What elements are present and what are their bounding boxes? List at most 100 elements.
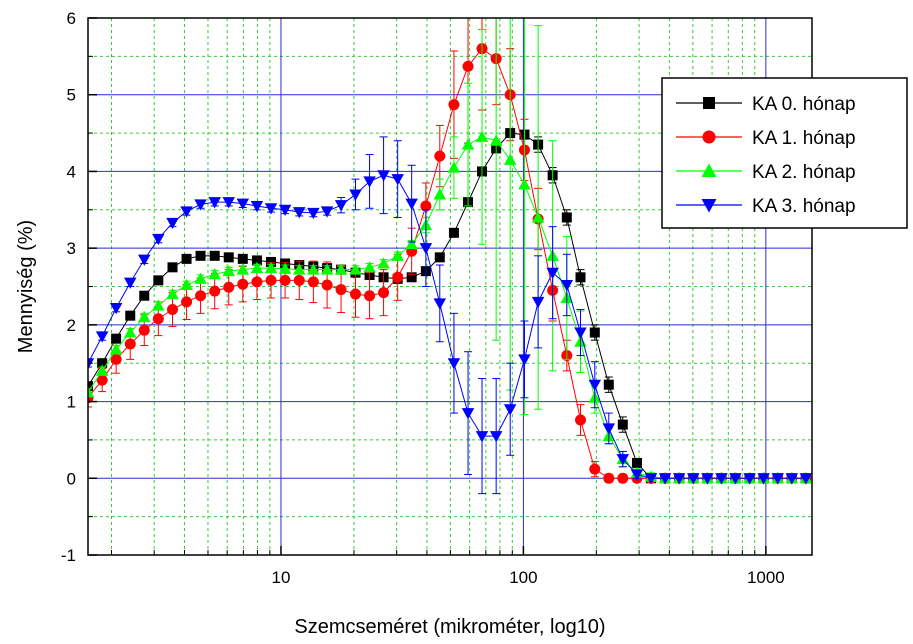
data-point [237, 253, 248, 264]
y-tick-label: 5 [67, 86, 76, 105]
data-point [561, 212, 572, 223]
data-point [180, 206, 193, 218]
y-tick-label: 0 [67, 469, 76, 488]
data-point [110, 353, 122, 365]
data-point [237, 278, 249, 290]
data-point [434, 150, 446, 162]
data-point [363, 176, 376, 188]
data-point [771, 473, 784, 485]
data-point [153, 275, 164, 286]
data-point [644, 473, 658, 485]
data-point [124, 277, 137, 289]
data-point [166, 287, 179, 300]
data-point [420, 200, 432, 212]
data-point [88, 386, 95, 398]
y-tick-label: 3 [67, 239, 76, 258]
y-tick-label: 6 [67, 9, 76, 28]
data-point [377, 170, 390, 182]
data-point [447, 161, 461, 173]
data-point [588, 379, 602, 391]
data-point [124, 338, 136, 350]
data-point [405, 198, 418, 210]
data-point [574, 327, 587, 339]
data-point [475, 130, 489, 142]
data-point [279, 274, 291, 286]
data-point [293, 207, 306, 219]
data-point [138, 310, 151, 323]
data-point [701, 473, 714, 485]
data-point [251, 255, 262, 266]
legend-marker [701, 199, 717, 213]
data-point [560, 279, 574, 292]
data-point [223, 252, 234, 263]
axis-ticks [88, 17, 767, 556]
data-point [88, 358, 95, 370]
data-point [265, 274, 277, 286]
y-tick-label: -1 [61, 546, 76, 565]
x-tick-label: 1000 [747, 568, 785, 587]
data-point [447, 358, 461, 370]
data-point [95, 364, 109, 376]
data-point [250, 261, 264, 274]
data-point [349, 189, 362, 201]
data-point [209, 285, 221, 297]
data-point [236, 198, 250, 210]
data-point [236, 263, 250, 275]
data-point [503, 404, 517, 416]
data-point [97, 358, 108, 369]
data-point [631, 457, 642, 468]
data-point [264, 261, 278, 274]
data-point [434, 252, 445, 263]
data-point [406, 272, 417, 283]
series-2 [88, 18, 812, 484]
data-point [138, 254, 151, 266]
data-point [448, 99, 460, 111]
data-point [729, 473, 742, 485]
data-point [687, 473, 700, 485]
legend-marker [702, 130, 716, 144]
data-point [293, 274, 305, 286]
data-point [589, 463, 601, 475]
data-point [602, 423, 616, 435]
legend-label: KA 1. hónap [752, 128, 856, 149]
data-point [743, 473, 756, 485]
data-point [321, 279, 333, 291]
data-point [603, 472, 615, 484]
data-point [167, 304, 179, 316]
data-point [461, 138, 475, 150]
legend-label: KA 2. hónap [752, 162, 856, 183]
data-point [95, 331, 109, 343]
series-1 [88, 18, 812, 484]
x-tick-label: 100 [509, 568, 537, 587]
data-point [391, 174, 404, 186]
tick-labels: 10 100 1000 -1 0 1 2 3 4 5 6 [61, 9, 785, 587]
x-axis-title: Szemcseméret (mikrométer, log10) [294, 616, 605, 638]
data-point [377, 257, 390, 269]
data-point [630, 469, 644, 481]
data-point [180, 278, 193, 290]
data-point [334, 263, 348, 275]
data-point [658, 473, 672, 485]
series-line [88, 174, 806, 479]
data-point [531, 211, 545, 223]
data-point [616, 454, 630, 466]
data-point [672, 473, 686, 485]
data-point [462, 60, 474, 72]
data-point [152, 313, 164, 325]
data-point [250, 200, 264, 213]
data-point [531, 296, 545, 309]
data-point [307, 207, 320, 220]
data-point [208, 197, 221, 209]
data-point [209, 250, 220, 261]
data-point [617, 472, 629, 484]
data-point [364, 290, 376, 302]
legend-marker [703, 97, 715, 109]
data-point [125, 310, 136, 321]
data-point [222, 197, 235, 209]
data-point [152, 299, 165, 311]
data-point [194, 199, 207, 211]
data-point [419, 243, 433, 255]
data-point [392, 271, 404, 283]
data-point [264, 203, 278, 215]
